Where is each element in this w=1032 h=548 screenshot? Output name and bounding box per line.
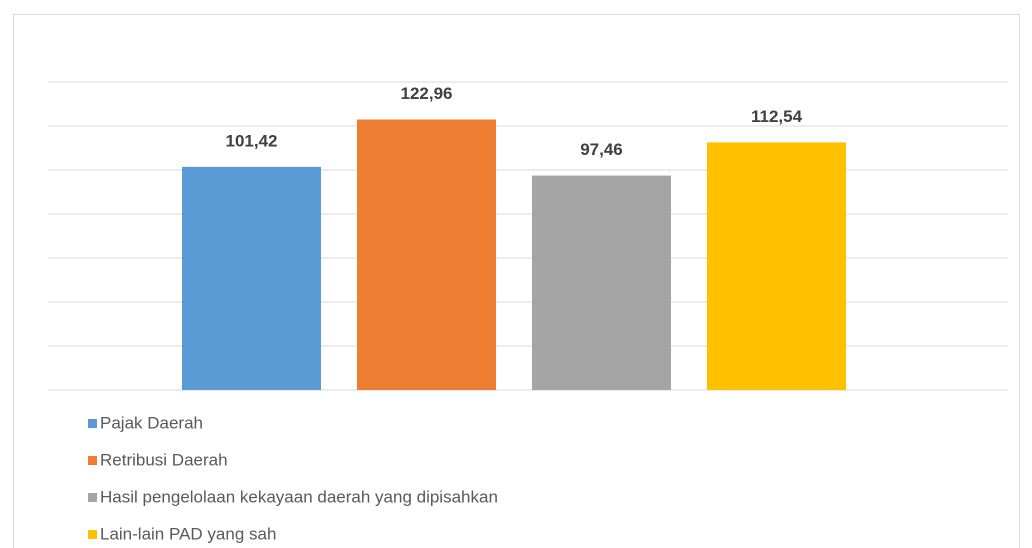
bar: [532, 175, 671, 390]
bar: [357, 119, 496, 390]
chart-frame: [13, 14, 1020, 548]
legend-swatch: [88, 419, 97, 428]
data-label: 112,54: [751, 107, 803, 126]
data-label: 122,96: [401, 84, 453, 103]
legend-swatch: [88, 493, 97, 502]
legend-label: Hasil pengelolaan kekayaan daerah yang d…: [100, 487, 498, 506]
bar: [707, 142, 846, 390]
data-label: 101,42: [226, 131, 278, 150]
bar: [182, 166, 321, 390]
legend-label: Retribusi Daerah: [100, 450, 228, 469]
legend-swatch: [88, 530, 97, 539]
legend-label: Pajak Daerah: [100, 413, 203, 432]
legend-swatch: [88, 456, 97, 465]
data-label: 97,46: [580, 140, 623, 159]
legend-label: Lain-lain PAD yang sah: [100, 524, 276, 543]
